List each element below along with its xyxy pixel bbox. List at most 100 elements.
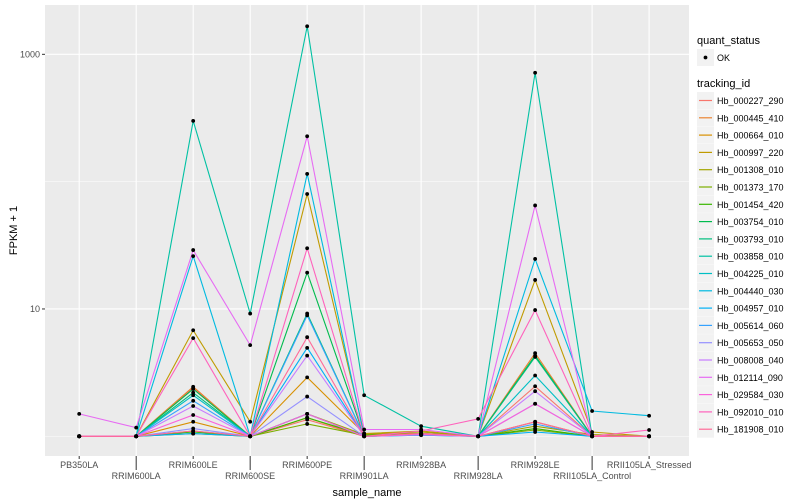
data-point	[533, 419, 538, 424]
data-point	[590, 430, 595, 434]
legend-item-hb-000997-220: Hb_000997_220	[697, 143, 784, 161]
data-point	[533, 257, 538, 261]
data-point	[533, 401, 538, 406]
legend-item-hb-012114-090: Hb_012114_090	[697, 368, 783, 386]
legend-item-hb-004225-010: Hb_004225_010	[697, 265, 784, 282]
data-point	[305, 270, 310, 275]
data-points	[77, 24, 652, 439]
legend-item-hb-003793-010: Hb_003793_010	[697, 230, 784, 248]
data-point	[419, 431, 424, 436]
data-point	[476, 434, 481, 439]
x-tick-label: RRIM600PE	[282, 460, 332, 470]
legend-label: Hb_000664_010	[717, 131, 784, 141]
data-point	[191, 419, 196, 424]
legend-label: Hb_000445_410	[717, 113, 784, 123]
data-point	[590, 409, 595, 413]
data-point	[647, 428, 652, 432]
legend-item-hb-181908-010: Hb_181908_010	[697, 420, 784, 438]
data-point	[77, 434, 82, 439]
data-point	[248, 311, 253, 316]
data-point	[305, 422, 310, 426]
legend-label: Hb_000997_220	[717, 148, 784, 158]
data-point	[191, 404, 196, 408]
data-point	[305, 134, 310, 139]
legend-item-hb-000227-290: Hb_000227_290	[697, 92, 784, 109]
legend-item-hb-000445-410: Hb_000445_410	[697, 109, 784, 127]
legend-label: Hb_000227_290	[717, 96, 784, 106]
data-point	[248, 434, 253, 439]
legend-label: Hb_001308_010	[717, 165, 784, 175]
x-axis-ticks: PB350LA RRIM600LA RRIM600LE RRIM600SE RRIM60…	[60, 456, 691, 481]
data-point	[134, 434, 139, 439]
x-tick-label: RRII105LA_Stressed	[607, 460, 692, 470]
data-point	[191, 413, 196, 417]
x-tick-label: RRII105LA_Control	[553, 471, 631, 481]
data-point	[305, 394, 310, 399]
y-tick-label: 1000	[20, 49, 40, 59]
data-point	[77, 411, 82, 416]
legend-label: Hb_004440_030	[717, 286, 784, 296]
data-point	[305, 24, 310, 29]
legend-item-hb-000664-010: Hb_000664_010	[697, 126, 784, 144]
legend-label-ok: OK	[717, 53, 730, 63]
data-point	[533, 355, 538, 359]
legend-item-hb-003754-010: Hb_003754_010	[697, 213, 784, 231]
legend-label: Hb_008008_040	[717, 356, 784, 366]
legend: quant_status OK tracking_id Hb_000227_29…	[697, 35, 784, 438]
plot-panel	[45, 5, 689, 456]
data-point	[533, 373, 538, 378]
data-point	[362, 427, 367, 432]
legend-label: Hb_003754_010	[717, 217, 784, 227]
legend-item-hb-004440-030: Hb_004440_030	[697, 282, 784, 300]
gridlines	[45, 5, 689, 456]
data-point	[362, 393, 367, 398]
data-point	[533, 308, 538, 312]
y-axis-ticks: 10 1000	[20, 49, 45, 314]
x-tick-label: RRIM928LE	[511, 460, 560, 470]
data-point	[305, 335, 310, 340]
x-tick-label: RRIM901LA	[340, 471, 389, 481]
data-point	[305, 411, 310, 416]
data-point	[647, 413, 652, 418]
legend-label: Hb_003793_010	[717, 234, 784, 244]
data-point	[362, 434, 367, 439]
data-point	[476, 416, 481, 421]
legend-title-quant-status: quant_status	[697, 35, 760, 47]
data-point	[305, 415, 310, 420]
x-tick-label: RRIM600LE	[169, 460, 218, 470]
legend-item-hb-005614-060: Hb_005614_060	[697, 316, 784, 334]
data-point	[305, 192, 310, 196]
data-point	[191, 328, 196, 333]
data-point	[191, 248, 196, 252]
data-point	[533, 203, 538, 208]
data-point	[590, 434, 595, 439]
legend-label: Hb_005614_060	[717, 321, 784, 331]
data-point	[191, 118, 196, 123]
legend-item-hb-001308-010: Hb_001308_010	[697, 161, 784, 179]
legend-label: Hb_001373_170	[717, 183, 784, 193]
data-point	[248, 343, 253, 348]
legend-label: Hb_005653_050	[717, 338, 784, 348]
legend-item-hb-001373-170: Hb_001373_170	[697, 178, 784, 196]
legend-title-tracking-id: tracking_id	[697, 78, 750, 90]
legend-item-hb-004957-010: Hb_004957_010	[697, 299, 784, 317]
legend-label: Hb_004957_010	[717, 304, 784, 314]
y-axis-title: FPKM + 1	[8, 206, 20, 255]
data-point	[191, 254, 196, 259]
x-tick-label: RRIM600LA	[112, 471, 161, 481]
legend-label: Hb_012114_090	[717, 373, 783, 383]
data-point	[305, 246, 310, 251]
data-point	[134, 425, 139, 430]
legend-item-hb-008008-040: Hb_008008_040	[697, 351, 784, 369]
x-tick-label: PB350LA	[60, 460, 98, 470]
data-point	[191, 393, 196, 398]
data-point	[533, 384, 538, 389]
x-tick-label: RRIM928LA	[454, 471, 503, 481]
legend-label: Hb_003858_010	[717, 252, 784, 262]
data-point	[533, 389, 538, 394]
data-point	[533, 278, 538, 282]
x-tick-label: RRIM928BA	[396, 460, 446, 470]
data-point	[191, 336, 196, 341]
data-point	[647, 434, 652, 439]
data-point	[419, 424, 424, 429]
